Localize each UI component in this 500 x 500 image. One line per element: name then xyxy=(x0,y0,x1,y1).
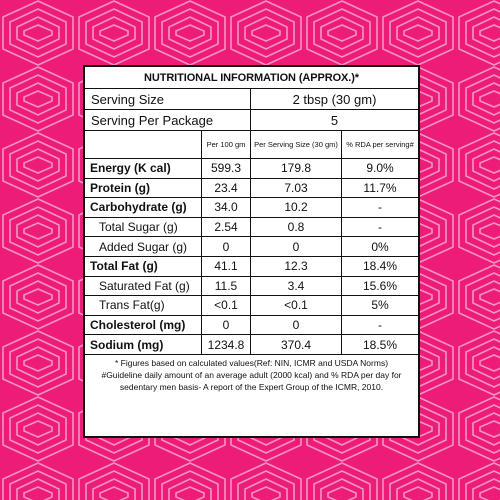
nutrient-name: Protein (g) xyxy=(85,178,202,198)
value-per-100gm: 41.1 xyxy=(202,257,251,276)
nutrient-row: Trans Fat(g) <0.1 <0.1 5% xyxy=(85,296,418,316)
nutrient-name: Total Fat (g) xyxy=(85,257,202,276)
column-header-per-serving: Per Serving Size (30 gm) xyxy=(251,131,342,158)
footnotes: * Figures based on calculated values(Ref… xyxy=(85,357,418,393)
nutrient-name: Added Sugar (g) xyxy=(85,237,202,256)
value-rda: 15.6% xyxy=(362,278,398,293)
footnote: * Figures based on calculated values(Ref… xyxy=(114,358,389,368)
column-header-rda: % RDA per serving# xyxy=(346,140,414,149)
serving-per-package-label: Serving Per Package xyxy=(85,110,251,130)
value-per-serving: 3.4 xyxy=(251,276,342,296)
value-rda: 18.5% xyxy=(362,337,398,352)
value-per-100gm: 34.0 xyxy=(202,198,251,217)
nutrient-row: Protein (g) 23.4 7.03 11.7% xyxy=(85,178,418,199)
value-per-serving: 179.8 xyxy=(251,159,342,178)
nutrient-name: Cholesterol (mg) xyxy=(85,315,202,335)
value-per-serving: 10.2 xyxy=(251,198,342,217)
value-per-100gm: 1234.8 xyxy=(202,335,251,354)
nutrient-name: Saturated Fat (g) xyxy=(85,276,202,296)
value-rda: 11.7% xyxy=(363,180,397,195)
value-per-serving: 0 xyxy=(251,237,342,256)
column-header-nutrient xyxy=(85,131,202,158)
nutrient-row: Saturated Fat (g) 11.5 3.4 15.6% xyxy=(85,276,418,297)
nutrient-row: Energy (K cal) 599.3 179.8 9.0% xyxy=(85,159,418,179)
serving-per-package-row: Serving Per Package 5 xyxy=(85,110,418,131)
value-rda: - xyxy=(378,200,382,215)
nutrient-row: Total Sugar (g) 2.54 0.8 - xyxy=(85,217,418,238)
value-per-100gm: <0.1 xyxy=(202,296,251,315)
value-per-100gm: 2.54 xyxy=(202,217,251,237)
nutrient-name: Trans Fat(g) xyxy=(85,296,202,315)
nutrient-row: Cholesterol (mg) 0 0- xyxy=(85,315,418,336)
serving-size-row: Serving Size 2 tbsp (30 gm) xyxy=(85,89,418,110)
nutrient-name: Total Sugar (g) xyxy=(85,217,202,237)
value-rda: - xyxy=(378,318,382,333)
footnote: sedentary men basis- A report of the Exp… xyxy=(119,382,384,392)
title-row: NUTRITIONAL INFORMATION (APPROX.)* xyxy=(85,67,418,89)
value-per-100gm: 11.5 xyxy=(202,276,251,296)
value-per-100gm: 23.4 xyxy=(202,178,251,198)
value-rda: - xyxy=(378,220,382,235)
value-per-serving: 0.8 xyxy=(251,217,342,237)
column-header-row: Per 100 gm Per Serving Size (30 gm) % RD… xyxy=(85,131,418,159)
value-rda: 9.0% xyxy=(366,161,394,176)
value-rda: 0% xyxy=(371,239,389,254)
value-per-100gm: 0 xyxy=(202,315,251,335)
nutrient-row: Carbohydrate (g) 34.0 10.2 - xyxy=(85,198,418,218)
value-per-serving: 0 xyxy=(251,315,342,335)
nutrition-title: NUTRITIONAL INFORMATION (APPROX.)* xyxy=(144,71,359,84)
value-per-serving: 7.03 xyxy=(251,178,342,198)
serving-size-value: 2 tbsp (30 gm) xyxy=(292,91,377,107)
nutrient-row: Total Fat (g) 41.1 12.3 18.4% xyxy=(85,257,418,277)
value-per-serving: 12.3 xyxy=(251,257,342,276)
footnote: #Guideline daily amount of an average ad… xyxy=(101,370,402,380)
column-header-per-100gm: Per 100 gm xyxy=(202,131,251,158)
nutrient-row: Added Sugar (g) 0 0 0% xyxy=(85,237,418,257)
serving-size-label: Serving Size xyxy=(85,89,251,109)
nutrient-name: Energy (K cal) xyxy=(85,159,202,178)
nutrient-row: Sodium (mg) 1234.8 370.4 18.5% xyxy=(85,335,418,355)
nutrient-name: Carbohydrate (g) xyxy=(85,198,202,217)
nutrient-name: Sodium (mg) xyxy=(85,335,202,354)
serving-per-package-value: 5 xyxy=(330,112,339,128)
value-per-100gm: 599.3 xyxy=(202,159,251,178)
value-rda: 18.4% xyxy=(362,259,398,274)
value-per-serving: 370.4 xyxy=(251,335,342,354)
value-per-serving: <0.1 xyxy=(251,296,342,315)
nutrition-label: NUTRITIONAL INFORMATION (APPROX.)* Servi… xyxy=(83,65,420,438)
value-per-100gm: 0 xyxy=(202,237,251,256)
value-rda: 5% xyxy=(371,298,389,313)
